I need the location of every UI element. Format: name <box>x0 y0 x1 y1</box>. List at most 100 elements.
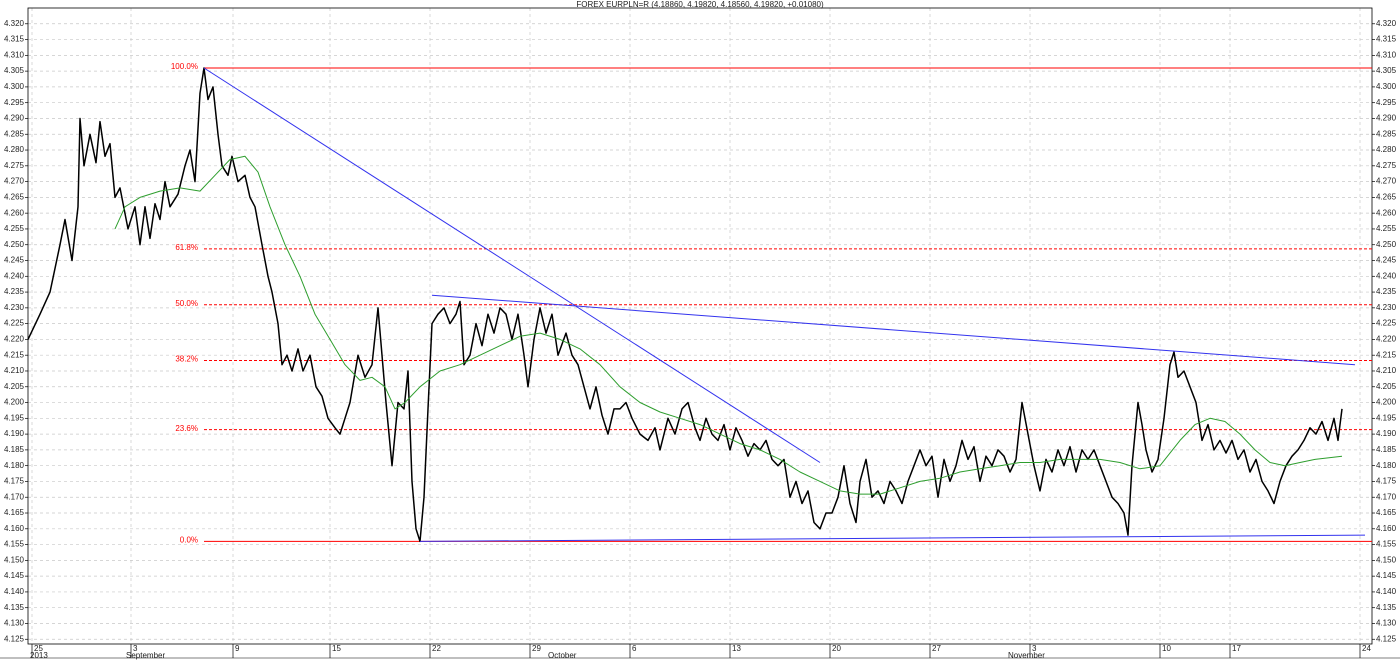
y-tick-label: 4.200 <box>1376 398 1397 407</box>
y-tick-label: 4.285 <box>1376 129 1397 138</box>
x-tick-label: 24 <box>1362 644 1371 653</box>
y-tick-label: 4.235 <box>4 287 25 296</box>
y-tick-label: 4.155 <box>1376 540 1397 549</box>
x-period-label: October <box>548 651 577 660</box>
x-period-label: September <box>126 651 165 660</box>
x-tick-label: 6 <box>632 644 637 653</box>
y-tick-label: 4.235 <box>1376 287 1397 296</box>
x-tick-label: 22 <box>432 644 441 653</box>
fib-label: 61.8% <box>175 243 198 252</box>
y-tick-label: 4.215 <box>4 350 25 359</box>
y-tick-label: 4.135 <box>4 603 25 612</box>
y-tick-label: 4.210 <box>4 366 25 375</box>
y-tick-label: 4.150 <box>4 555 25 564</box>
y-tick-label: 4.160 <box>4 524 25 533</box>
y-tick-label: 4.140 <box>1376 587 1397 596</box>
y-tick-label: 4.250 <box>4 240 25 249</box>
fib-label: 100.0% <box>171 62 198 71</box>
x-tick-label: 20 <box>832 644 841 653</box>
y-tick-label: 4.290 <box>1376 114 1397 123</box>
x-period-label: 2013 <box>30 651 48 660</box>
y-tick-label: 4.310 <box>4 50 25 59</box>
y-tick-label: 4.310 <box>1376 50 1397 59</box>
y-tick-label: 4.285 <box>4 129 25 138</box>
trendline <box>431 294 1356 366</box>
y-tick-label: 4.205 <box>1376 382 1397 391</box>
trendline <box>203 67 821 463</box>
x-tick-label: 9 <box>235 644 240 653</box>
y-tick-label: 4.130 <box>1376 619 1397 628</box>
y-tick-label: 4.290 <box>4 114 25 123</box>
y-tick-label: 4.320 <box>1376 19 1397 28</box>
y-tick-label: 4.145 <box>1376 571 1397 580</box>
x-tick-label: 3 <box>1032 644 1037 653</box>
y-tick-label: 4.160 <box>1376 524 1397 533</box>
x-period-label: November <box>1008 651 1045 660</box>
y-tick-label: 4.320 <box>4 19 25 28</box>
y-tick-label: 4.165 <box>4 508 25 517</box>
y-tick-label: 4.260 <box>1376 208 1397 217</box>
y-tick-label: 4.255 <box>1376 224 1397 233</box>
x-tick-label: 27 <box>932 644 941 653</box>
y-tick-label: 4.300 <box>1376 82 1397 91</box>
y-tick-label: 4.225 <box>4 319 25 328</box>
y-tick-label: 4.190 <box>4 429 25 438</box>
y-tick-label: 4.240 <box>1376 271 1397 280</box>
y-tick-label: 4.275 <box>4 161 25 170</box>
y-tick-label: 4.195 <box>1376 413 1397 422</box>
y-tick-label: 4.125 <box>1376 634 1397 643</box>
y-tick-label: 4.200 <box>4 398 25 407</box>
y-tick-label: 4.145 <box>4 571 25 580</box>
chart-title: FOREX EURPLN=R (4.18860, 4.19820, 4.1856… <box>576 0 824 9</box>
fib-label: 23.6% <box>175 424 198 433</box>
y-tick-label: 4.205 <box>4 382 25 391</box>
y-tick-label: 4.295 <box>1376 98 1397 107</box>
y-tick-label: 4.230 <box>1376 303 1397 312</box>
y-tick-label: 4.280 <box>4 145 25 154</box>
x-tick-label: 3 <box>133 644 138 653</box>
y-tick-label: 4.220 <box>4 335 25 344</box>
y-tick-label: 4.245 <box>1376 256 1397 265</box>
y-tick-label: 4.180 <box>4 461 25 470</box>
trendline <box>419 534 1366 542</box>
y-tick-label: 4.255 <box>4 224 25 233</box>
price-line <box>114 155 1343 495</box>
y-tick-label: 4.125 <box>4 634 25 643</box>
y-tick-label: 4.190 <box>1376 429 1397 438</box>
fib-label: 0.0% <box>180 536 198 545</box>
y-tick-label: 4.165 <box>1376 508 1397 517</box>
y-tick-label: 4.270 <box>1376 177 1397 186</box>
y-tick-label: 4.295 <box>4 98 25 107</box>
y-tick-label: 4.150 <box>1376 555 1397 564</box>
x-tick-label: 25 <box>34 644 43 653</box>
plot-frame <box>27 7 1373 645</box>
y-tick-label: 4.185 <box>4 445 25 454</box>
x-tick-label: 13 <box>732 644 741 653</box>
y-tick-label: 4.185 <box>1376 445 1397 454</box>
y-tick-label: 4.140 <box>4 587 25 596</box>
y-tick-label: 4.170 <box>4 492 25 501</box>
x-tick-label: 29 <box>532 644 541 653</box>
y-tick-label: 4.180 <box>1376 461 1397 470</box>
y-tick-label: 4.215 <box>1376 350 1397 359</box>
y-tick-label: 4.280 <box>1376 145 1397 154</box>
y-tick-label: 4.305 <box>1376 66 1397 75</box>
y-tick-label: 4.265 <box>1376 192 1397 201</box>
fib-label: 50.0% <box>175 299 198 308</box>
y-tick-label: 4.270 <box>4 177 25 186</box>
y-tick-label: 4.315 <box>4 35 25 44</box>
y-tick-label: 4.260 <box>4 208 25 217</box>
y-tick-label: 4.175 <box>1376 477 1397 486</box>
x-tick-label: 10 <box>1162 644 1171 653</box>
price-line <box>27 67 1343 543</box>
fib-label: 38.2% <box>175 355 198 364</box>
y-tick-label: 4.135 <box>1376 603 1397 612</box>
y-tick-label: 4.240 <box>4 271 25 280</box>
x-tick-label: 17 <box>1232 644 1241 653</box>
y-tick-label: 4.170 <box>1376 492 1397 501</box>
y-tick-label: 4.250 <box>1376 240 1397 249</box>
y-tick-label: 4.315 <box>1376 35 1397 44</box>
